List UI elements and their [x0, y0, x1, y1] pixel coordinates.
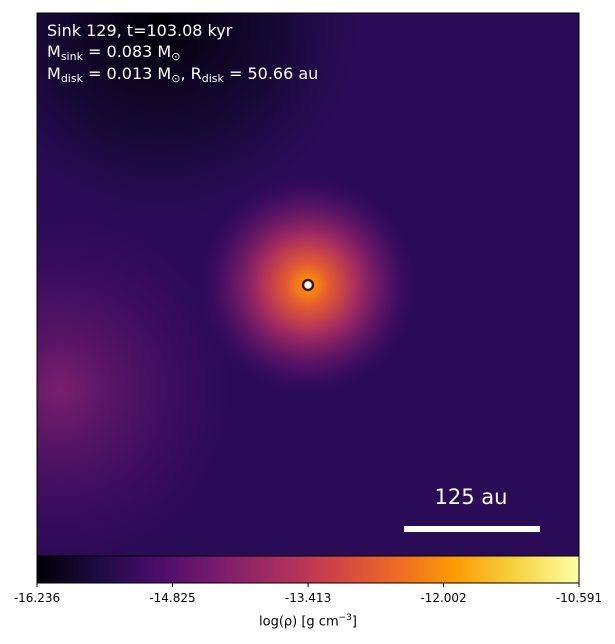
scale-bar-label: 125 au: [435, 485, 508, 509]
disk-info: Mdisk = 0.013 M⊙, Rdisk = 50.66 au: [47, 65, 318, 88]
sink-mass: Msink = 0.083 M⊙: [47, 43, 180, 66]
tick-label: -14.825: [149, 591, 196, 605]
colorbar-label: log(ρ) [g cm−3]: [259, 613, 357, 629]
text-part: , R: [180, 64, 202, 83]
tick-label: -12.002: [420, 591, 467, 605]
text-part: ]: [351, 614, 357, 630]
subscript: sink: [60, 50, 83, 63]
tick-label: -13.413: [284, 591, 332, 605]
tick-label: -10.591: [555, 591, 603, 605]
density-map: [37, 13, 579, 556]
sink-marker: [301, 278, 315, 292]
text-part: log(ρ) [g cm: [259, 614, 339, 630]
subscript: ⊙: [171, 50, 181, 63]
subscript: disk: [60, 72, 83, 85]
text-part: M: [47, 42, 61, 61]
tick-label: -16.236: [13, 591, 61, 605]
text-part: = 0.083 M: [82, 42, 172, 61]
colorbar: [36, 555, 580, 584]
subscript: disk: [201, 72, 224, 85]
text-part: = 0.013 M: [82, 64, 172, 83]
subscript: ⊙: [171, 72, 181, 85]
text-part: M: [47, 64, 61, 83]
title: Sink 129, t=103.08 kyr: [47, 21, 233, 40]
subscript: −3: [338, 613, 352, 623]
text-part: = 50.66 au: [223, 64, 319, 83]
